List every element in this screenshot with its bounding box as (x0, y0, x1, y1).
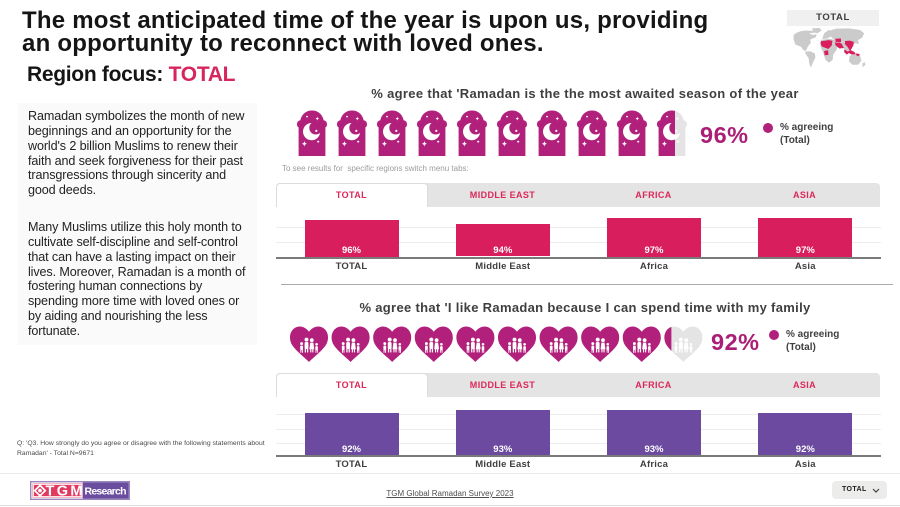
svg-text:Research: Research (85, 486, 127, 498)
svg-text:TGM: TGM (46, 484, 83, 500)
